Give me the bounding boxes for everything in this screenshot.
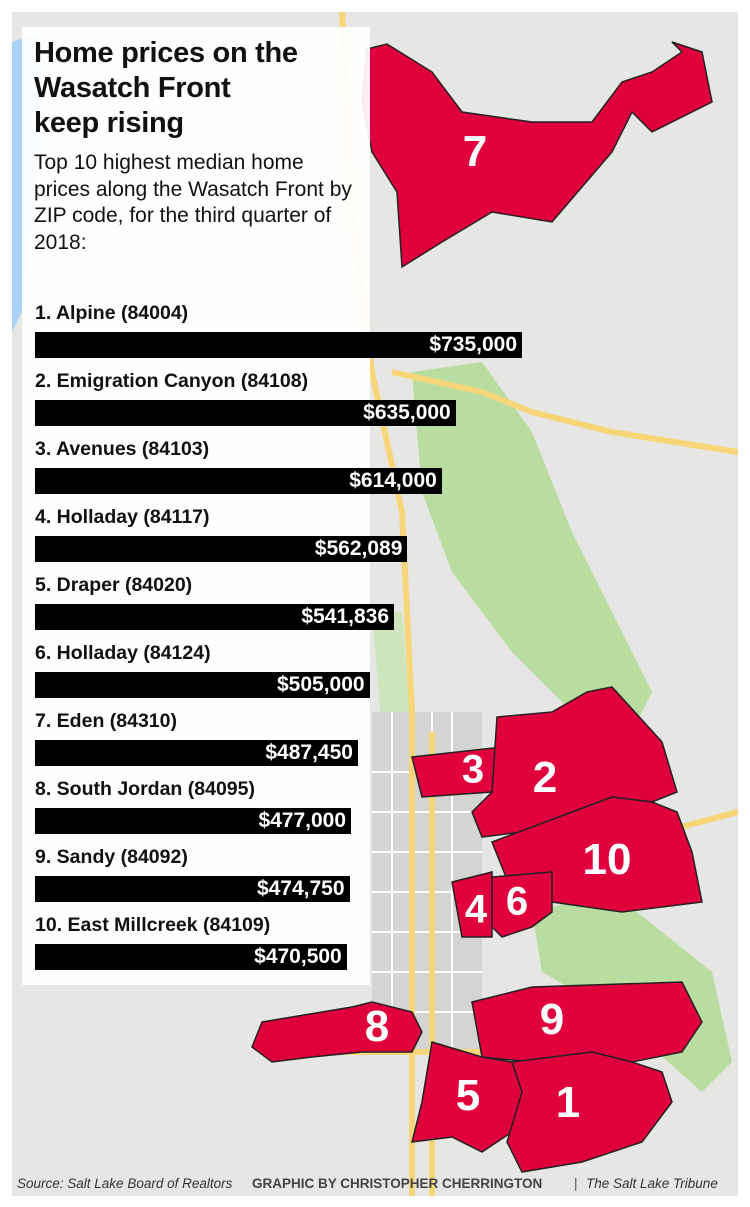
bar: $470,500 <box>35 944 347 970</box>
bar: $474,750 <box>35 876 350 902</box>
subtitle: Top 10 highest median home prices along … <box>34 151 352 254</box>
region-6 <box>491 871 553 938</box>
park-area <box>412 362 652 732</box>
bar: $505,000 <box>35 672 370 698</box>
map <box>12 12 738 1196</box>
bar-value-label: $505,000 <box>277 673 365 696</box>
title-line: keep rising <box>34 107 184 139</box>
bar-value-label: $614,000 <box>349 469 437 492</box>
bar-category-label: 7. Eden (84310) <box>35 710 177 732</box>
map-label-6: 6 <box>505 879 529 924</box>
region-8 <box>251 1001 423 1063</box>
bar-value-label: $541,836 <box>301 605 389 628</box>
credit-separator: | <box>574 1176 578 1191</box>
map-label-2: 2 <box>532 753 558 802</box>
map-label-10: 10 <box>582 835 632 884</box>
map-label-9: 9 <box>539 995 565 1044</box>
publication-name: The Salt Lake Tribune <box>586 1176 718 1191</box>
map-label-8: 8 <box>364 1002 390 1051</box>
bar: $735,000 <box>35 332 522 358</box>
bar-category-label: 3. Avenues (84103) <box>35 438 210 460</box>
graphic-credit: GRAPHIC BY CHRISTOPHER CHERRINGTON <box>252 1176 543 1191</box>
bar-category-label: 5. Draper (84020) <box>35 574 193 596</box>
region-7 <box>361 41 713 269</box>
bar: $541,836 <box>35 604 394 630</box>
bar: $487,450 <box>35 740 358 766</box>
map-label-5: 5 <box>455 1071 481 1120</box>
bar-category-label: 9. Sandy (84092) <box>35 846 188 868</box>
bar-value-label: $635,000 <box>363 401 451 424</box>
source-note: Source: Salt Lake Board of Realtors <box>17 1176 233 1191</box>
bar-category-label: 2. Emigration Canyon (84108) <box>35 370 309 392</box>
bar-category-label: 6. Holladay (84124) <box>35 642 211 664</box>
region-1 <box>506 1051 673 1173</box>
bar: $562,089 <box>35 536 408 562</box>
region-5 <box>411 1041 523 1153</box>
title-line: Wasatch Front <box>34 72 231 104</box>
region-9 <box>471 981 703 1063</box>
zip-regions <box>251 41 713 1173</box>
bar-value-label: $477,000 <box>258 809 347 832</box>
bar-category-label: 10. East Millcreek (84109) <box>35 914 271 936</box>
map-label-4: 4 <box>464 887 488 932</box>
bar-value-label: $474,750 <box>256 877 345 900</box>
park-area <box>372 612 412 732</box>
city-grid <box>372 712 482 1052</box>
bar: $614,000 <box>35 468 442 494</box>
map-label-7: 7 <box>462 127 488 176</box>
bar: $477,000 <box>35 808 352 834</box>
map-label-1: 1 <box>555 1078 581 1127</box>
map-label-3: 3 <box>461 747 485 792</box>
title-line: Home prices on the <box>34 37 298 69</box>
bar-value-label: $562,089 <box>314 537 403 560</box>
bar-value-label: $470,500 <box>254 945 342 968</box>
bar: $635,000 <box>35 400 456 426</box>
bar-category-label: 8. South Jordan (84095) <box>35 778 255 800</box>
bar-value-label: $487,450 <box>265 741 353 764</box>
bar-category-label: 4. Holladay (84117) <box>35 506 210 528</box>
page-title: Home prices on the Wasatch Front keep ri… <box>34 36 298 141</box>
bar-value-label: $735,000 <box>429 333 517 356</box>
region-4 <box>451 871 493 938</box>
bar-category-label: 1. Alpine (84004) <box>35 302 189 324</box>
